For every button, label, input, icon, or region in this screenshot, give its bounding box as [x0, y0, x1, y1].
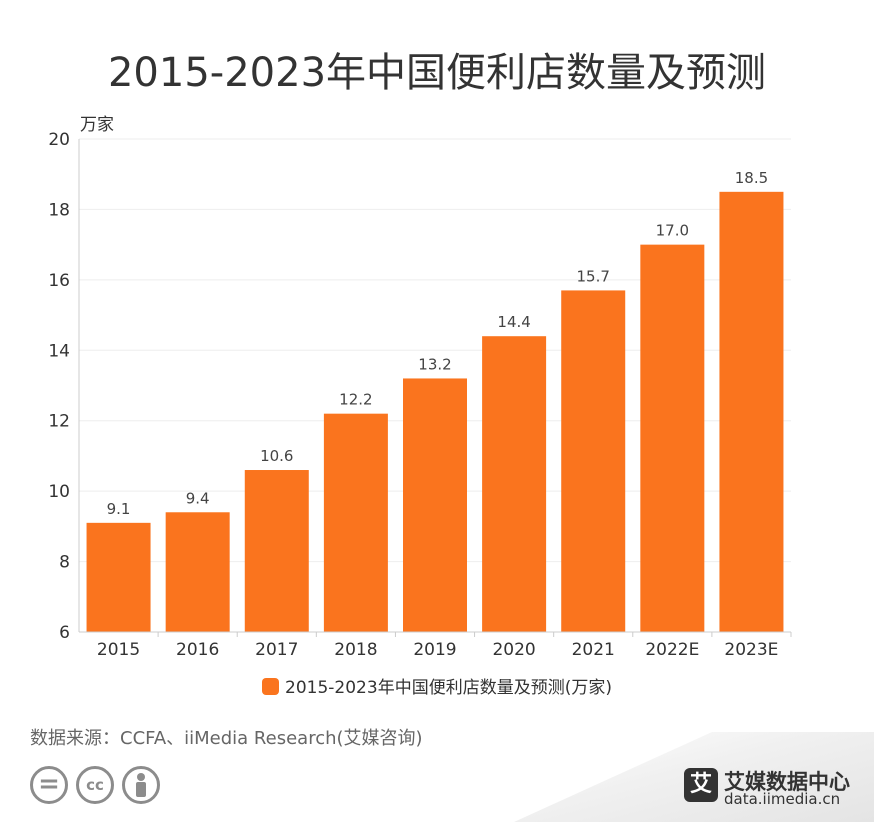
x-axis: 2015 2016 2017 2018 2019 2020 2021 2022E 2023E: [79, 631, 792, 660]
data-label-2016: 9.4: [186, 489, 210, 507]
data-label-2022E: 17.0: [656, 222, 689, 240]
data-label-2023E: 18.5: [735, 169, 768, 187]
y-tick-label: 16: [48, 271, 70, 291]
brand-logo: 艾: [684, 768, 718, 802]
chart-title: 2015-2023年中国便利店数量及预测: [107, 50, 767, 96]
y-tick-label: 8: [59, 553, 70, 573]
bar-2019: [403, 378, 467, 632]
x-tick-label-2015: 2015: [97, 640, 140, 660]
bar-2015: [86, 522, 151, 632]
x-tick-label-2018: 2018: [334, 640, 377, 660]
x-tick-label-2020: 2020: [492, 640, 535, 660]
data-label-2021: 15.7: [577, 267, 610, 285]
license-icons: = cc: [30, 766, 168, 804]
y-tick-label: 10: [48, 482, 70, 502]
data-label-2017: 10.6: [260, 447, 293, 465]
y-tick-label: 20: [48, 130, 70, 150]
source-note: 数据来源：CCFA、iiMedia Research(艾媒咨询): [30, 728, 423, 749]
y-axis-unit-label: 万家: [80, 115, 114, 135]
x-tick-label-2016: 2016: [176, 640, 219, 660]
bar-chart: 6 8 10 12 14 16 18 20 万家 9.1 9.4 10.6 12.2 13.2 14.4…: [48, 115, 792, 660]
x-tick-label-2021: 2021: [572, 640, 615, 660]
y-tick-label: 18: [48, 200, 70, 220]
legend: 2015-2023年中国便利店数量及预测(万家): [0, 673, 874, 698]
data-label-2020: 14.4: [497, 313, 530, 331]
y-tick-label: 6: [59, 623, 70, 643]
bar-2022E: [640, 244, 705, 632]
bars: [86, 191, 784, 633]
legend-swatch: [262, 678, 280, 695]
y-axis: 6 8 10 12 14 16 18 20: [48, 130, 80, 643]
attribution-person-icon: [122, 766, 160, 804]
equals-icon: =: [30, 766, 68, 804]
data-label-2018: 12.2: [339, 391, 372, 409]
bar-2021: [561, 290, 626, 632]
data-labels: 9.1 9.4 10.6 12.2 13.2 14.4 15.7 17.0 18.5: [107, 169, 769, 518]
bar-2023E: [719, 191, 784, 633]
bar-2018: [323, 413, 388, 632]
bar-2016: [165, 512, 230, 632]
bar-2017: [244, 470, 309, 632]
legend-label: 2015-2023年中国便利店数量及预测(万家): [285, 678, 612, 698]
x-tick-label-2017: 2017: [255, 640, 298, 660]
data-label-2019: 13.2: [418, 355, 451, 373]
y-tick-label: 14: [48, 341, 70, 361]
cc-icon: cc: [76, 766, 114, 804]
x-tick-label-2019: 2019: [413, 640, 456, 660]
data-label-2015: 9.1: [107, 500, 131, 518]
x-tick-label-2023E: 2023E: [724, 640, 778, 660]
bar-2020: [482, 336, 547, 632]
x-tick-label-2022E: 2022E: [645, 640, 699, 660]
brand-name: 艾媒数据中心: [724, 770, 850, 794]
brand-block: 艾 艾媒数据中心 data.iimedia.cn: [684, 768, 854, 808]
brand-url: data.iimedia.cn: [724, 790, 841, 808]
y-tick-label: 12: [48, 412, 70, 432]
